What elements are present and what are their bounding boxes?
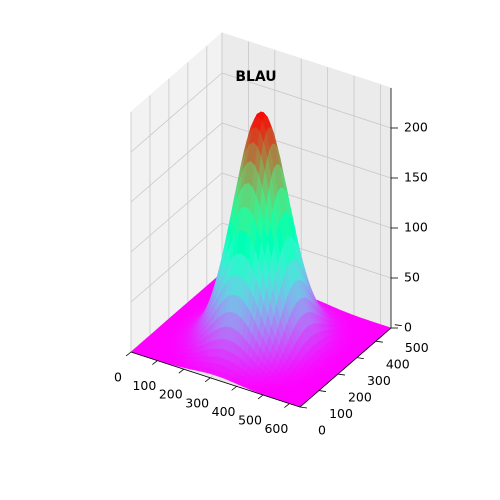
z-tick-label: 50 — [404, 270, 420, 285]
gridline-z-left — [130, 122, 223, 203]
x-tick-mark — [152, 360, 158, 365]
gridline-z-left — [130, 172, 223, 253]
x-tick-label: 300 — [185, 395, 209, 410]
gridline-z-left — [130, 222, 223, 303]
y-tick-mark — [299, 406, 308, 409]
z-tick-label: 0 — [404, 320, 412, 335]
x-tick-label: 600 — [264, 421, 288, 436]
x-tick-mark — [257, 394, 264, 400]
x-axis-line — [130, 351, 301, 408]
axis-lines — [125, 88, 402, 409]
y-tick-label: 200 — [348, 390, 372, 405]
y-tick-mark — [318, 390, 327, 392]
y-tick-mark — [337, 373, 345, 376]
x-tick-label: 200 — [159, 387, 183, 402]
x-tick-label: 0 — [114, 370, 122, 385]
surface-mesh — [130, 111, 392, 408]
y-tick-label: 400 — [386, 357, 410, 372]
y-tick-label: 0 — [318, 423, 326, 438]
y-tick-label: 100 — [329, 406, 353, 421]
y-tick-label: 500 — [405, 340, 429, 355]
chart-title: BLAU — [235, 69, 276, 85]
z-tick-label: 150 — [404, 170, 428, 185]
y-tick-mark — [394, 324, 402, 327]
y-tick-label: 300 — [367, 373, 391, 388]
x-tick-mark — [204, 377, 211, 383]
y-tick-mark — [375, 340, 383, 343]
gridline-z-back — [221, 72, 392, 129]
x-tick-mark — [231, 386, 237, 391]
x-tick-label: 100 — [132, 378, 156, 393]
x-tick-label: 400 — [212, 404, 236, 419]
z-tick-label: 200 — [404, 120, 428, 135]
y-tick-mark — [356, 357, 364, 360]
gridline-z-left — [130, 72, 223, 153]
z-tick-label: 100 — [404, 220, 428, 235]
x-tick-mark — [284, 403, 290, 408]
x-tick-label: 500 — [238, 413, 262, 428]
x-tick-mark — [178, 368, 185, 374]
x-tick-mark — [125, 351, 132, 357]
